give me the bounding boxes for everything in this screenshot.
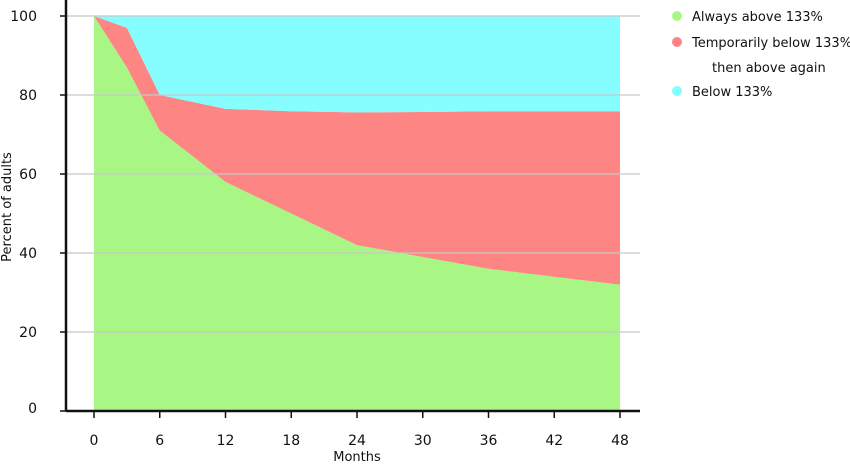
x-tick-label-0: 0 [90,433,99,449]
area-series-2 [94,16,620,113]
area-series-1 [94,16,620,285]
axes [64,0,640,413]
legend-label-1-line-0: Temporarily below 133%, [691,36,850,51]
x-tick-label-8: 48 [611,433,629,449]
legend-swatch-2 [672,86,682,96]
area-series-0 [94,16,620,411]
y-tick-label-0: 0 [28,401,37,417]
x-tick-label-1: 6 [155,433,164,449]
x-axis-ticks: 0 6 12 18 24 30 36 42 48 [90,411,629,449]
x-tick-label-6: 36 [480,433,498,449]
gridlines [66,15,640,333]
area-layer [94,16,620,411]
x-tick-label-2: 12 [217,433,235,449]
y-tick-label-1: 20 [19,325,37,341]
x-tick-label-4: 24 [348,433,366,449]
x-axis-label: Months [333,450,381,464]
y-tick-label-4: 80 [19,88,37,104]
y-axis-label: Percent of adults [0,152,15,262]
y-tick-label-3: 60 [19,167,37,183]
y-axis-ticks: 0 20 40 60 80 100 [10,9,66,417]
legend-swatch-1 [672,37,682,47]
x-tick-label-5: 30 [414,433,432,449]
x-tick-label-7: 42 [545,433,563,449]
x-tick-label-3: 18 [282,433,300,449]
y-tick-label-5: 100 [10,9,37,25]
legend: Always above 133% Temporarily below 133%,… [672,10,850,100]
legend-swatch-0 [672,11,682,21]
legend-label-0: Always above 133% [692,10,823,25]
y-tick-label-2: 40 [19,246,37,262]
legend-label-1-line-1: then above again [712,61,826,76]
legend-label-2: Below 133% [692,85,772,100]
